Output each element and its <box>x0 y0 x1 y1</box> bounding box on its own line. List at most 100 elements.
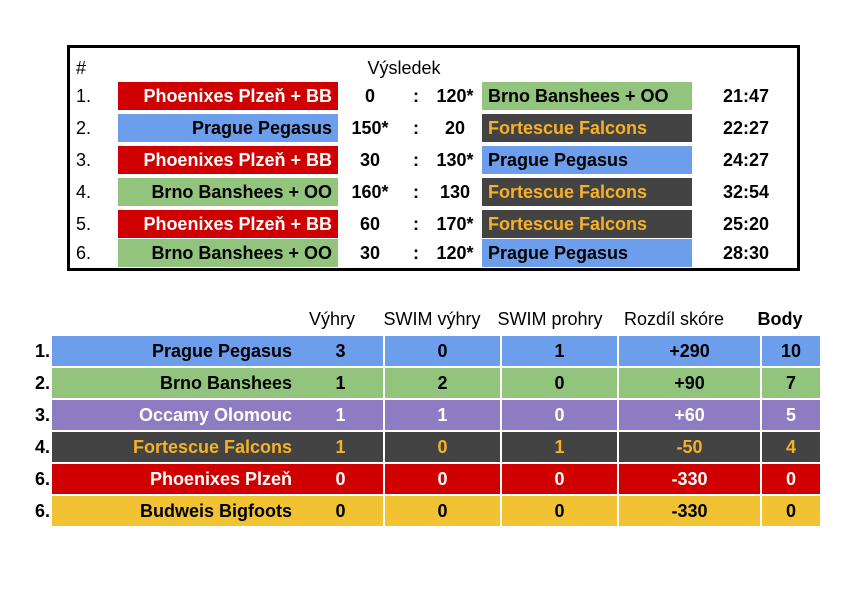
score-separator: : <box>413 86 419 106</box>
score-separator: : <box>413 182 419 202</box>
score-separator: : <box>413 150 419 170</box>
match-row: 6. Brno Banshees + OO 30 : 120* Prague P… <box>70 239 797 267</box>
standings-row <box>52 464 820 494</box>
wins-value: 1 <box>298 432 385 462</box>
match-time: 22:27 <box>722 118 770 138</box>
match-time: 24:27 <box>722 150 770 170</box>
score-diff-value: +90 <box>619 368 762 398</box>
match-row: 3. Phoenixes Plzeň + BB 30 : 130* Prague… <box>70 146 797 174</box>
points-value: 4 <box>785 437 796 457</box>
match-number: 5. <box>76 214 92 234</box>
wins-value: 3 <box>298 336 385 366</box>
points-value: 10 <box>780 341 802 361</box>
score-separator: : <box>413 118 419 138</box>
match-results-table: # Výsledek 1. Phoenixes Plzeň + BB 0 : 1… <box>67 45 800 271</box>
swim-wins-value: 0 <box>385 432 502 462</box>
points-value: 7 <box>785 373 796 393</box>
match-number: 1. <box>76 86 92 106</box>
standings-row <box>52 432 820 462</box>
match-time: 21:47 <box>722 86 770 106</box>
swim-wins-value: 2 <box>385 368 502 398</box>
score-diff-value: -50 <box>619 432 762 462</box>
team-name: Occamy Olomouc <box>138 405 292 425</box>
header-wins: Výhry <box>308 309 355 329</box>
swim-losses-value: 0 <box>502 368 619 398</box>
home-team: Phoenixes Plzeň + BB <box>118 146 338 174</box>
away-team: Prague Pegasus <box>482 146 692 174</box>
home-score: 30 <box>359 243 381 263</box>
rank: 6. <box>34 469 50 489</box>
home-team: Brno Banshees + OO <box>118 178 338 206</box>
team-name: Brno Banshees <box>159 373 292 393</box>
standings-row <box>52 336 820 366</box>
swim-wins-value: 0 <box>385 496 502 526</box>
wins-value: 1 <box>298 400 385 430</box>
standings-row-content: 1. Prague Pegasus 3 0 1 +290 10 <box>24 336 824 366</box>
score-separator: : <box>413 243 419 263</box>
match-row: 2. Prague Pegasus 150* : 20 Fortescue Fa… <box>70 114 797 142</box>
standings-row <box>52 368 820 398</box>
header-score-diff: Rozdíl skóre <box>623 309 725 329</box>
rank: 4. <box>34 437 50 457</box>
match-time: 25:20 <box>722 214 770 234</box>
match-row: 5. Phoenixes Plzeň + BB 60 : 170* Fortes… <box>70 210 797 238</box>
home-score: 150* <box>351 118 389 138</box>
score-separator: : <box>413 214 419 234</box>
swim-wins-value: 0 <box>385 336 502 366</box>
swim-losses-value: 0 <box>502 464 619 494</box>
swim-wins-value: 1 <box>385 400 502 430</box>
header-result: Výsledek <box>367 58 441 78</box>
swim-losses-value: 1 <box>502 336 619 366</box>
match-time: 32:54 <box>722 182 770 202</box>
away-score: 20 <box>444 118 466 138</box>
score-diff-value: -330 <box>619 464 762 494</box>
away-score: 130 <box>439 182 471 202</box>
team-name: Budweis Bigfoots <box>140 501 292 521</box>
team-name: Prague Pegasus <box>151 341 292 361</box>
standings-row-content: 2. Brno Banshees 1 2 0 +90 7 <box>24 368 824 398</box>
away-score: 120* <box>436 243 474 263</box>
rank: 2. <box>34 373 50 393</box>
rank: 1. <box>34 341 50 361</box>
match-number: 2. <box>76 118 92 138</box>
rank: 3. <box>34 405 50 425</box>
home-team: Phoenixes Plzeň + BB <box>118 210 338 238</box>
standings-row <box>52 496 820 526</box>
score-diff-value: +60 <box>619 400 762 430</box>
home-score: 60 <box>359 214 381 234</box>
header-number: # <box>76 58 87 78</box>
standings-row-content: 4. Fortescue Falcons 1 0 1 -50 4 <box>24 432 824 462</box>
wins-value: 0 <box>298 464 385 494</box>
header-points: Body <box>757 309 803 329</box>
match-header-row: # Výsledek <box>70 54 797 82</box>
header-swim-losses: SWIM prohry <box>497 309 603 329</box>
points-value: 5 <box>785 405 796 425</box>
away-team: Prague Pegasus <box>482 239 692 267</box>
team-name: Fortescue Falcons <box>132 437 292 457</box>
match-time: 28:30 <box>722 243 770 263</box>
away-team: Fortescue Falcons <box>482 114 692 142</box>
home-score: 160* <box>351 182 389 202</box>
standings-header-row: Výhry SWIM výhry SWIM prohry Rozdíl skór… <box>24 304 824 334</box>
home-score: 0 <box>364 86 375 106</box>
home-team: Brno Banshees + OO <box>118 239 338 267</box>
away-team: Fortescue Falcons <box>482 210 692 238</box>
standings-row-content: 6. Budweis Bigfoots 0 0 0 -330 0 <box>24 496 824 526</box>
match-number: 6. <box>76 243 92 263</box>
standings-row-content: 3. Occamy Olomouc 1 1 0 +60 5 <box>24 400 824 430</box>
match-row: 4. Brno Banshees + OO 160* : 130 Fortesc… <box>70 178 797 206</box>
swim-losses-value: 1 <box>502 432 619 462</box>
match-number: 3. <box>76 150 92 170</box>
swim-wins-value: 0 <box>385 464 502 494</box>
wins-value: 1 <box>298 368 385 398</box>
away-score: 170* <box>436 214 474 234</box>
standings-row <box>52 400 820 430</box>
points-value: 0 <box>785 469 796 489</box>
match-number: 4. <box>76 182 92 202</box>
home-team: Phoenixes Plzeň + BB <box>118 82 338 110</box>
away-score: 130* <box>436 150 474 170</box>
standings-row-content: 6. Phoenixes Plzeň 0 0 0 -330 0 <box>24 464 824 494</box>
match-row: 1. Phoenixes Plzeň + BB 0 : 120* Brno Ba… <box>70 82 797 110</box>
swim-losses-value: 0 <box>502 400 619 430</box>
header-swim-wins: SWIM výhry <box>383 309 481 329</box>
